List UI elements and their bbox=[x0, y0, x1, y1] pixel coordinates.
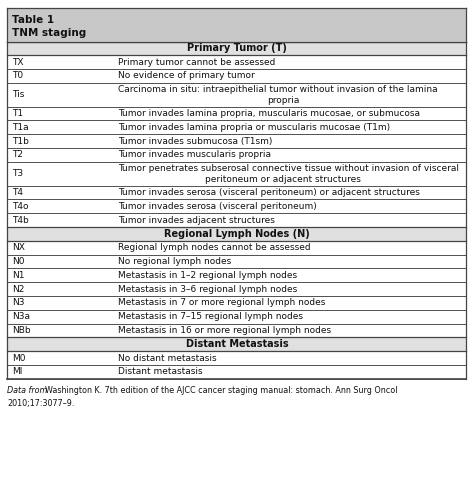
Text: T4o: T4o bbox=[12, 202, 29, 211]
Text: Table 1: Table 1 bbox=[12, 15, 55, 25]
Text: T4b: T4b bbox=[12, 216, 29, 225]
Text: M0: M0 bbox=[12, 354, 26, 363]
Text: Tumor invades submucosa (T1sm): Tumor invades submucosa (T1sm) bbox=[118, 137, 273, 146]
Text: Metastasis in 16 or more regional lymph nodes: Metastasis in 16 or more regional lymph … bbox=[118, 326, 331, 335]
Bar bbox=[8, 227, 466, 241]
Text: Regional Lymph Nodes (N): Regional Lymph Nodes (N) bbox=[164, 229, 310, 239]
Text: No regional lymph nodes: No regional lymph nodes bbox=[118, 257, 232, 266]
Text: Metastasis in 3–6 regional lymph nodes: Metastasis in 3–6 regional lymph nodes bbox=[118, 285, 298, 294]
Bar bbox=[8, 338, 466, 351]
Text: Tumor invades adjacent structures: Tumor invades adjacent structures bbox=[118, 216, 275, 225]
Text: 2010;17:3077–9.: 2010;17:3077–9. bbox=[8, 399, 75, 408]
Text: NBb: NBb bbox=[12, 326, 31, 335]
Text: T0: T0 bbox=[12, 71, 24, 81]
Text: Primary tumor cannot be assessed: Primary tumor cannot be assessed bbox=[118, 58, 276, 67]
Text: No evidence of primary tumor: No evidence of primary tumor bbox=[118, 71, 255, 81]
Bar bbox=[8, 42, 466, 55]
Text: Metastasis in 1–2 regional lymph nodes: Metastasis in 1–2 regional lymph nodes bbox=[118, 271, 298, 280]
Text: Distant Metastasis: Distant Metastasis bbox=[186, 340, 288, 349]
Text: TX: TX bbox=[12, 58, 24, 67]
Text: Tumor invades serosa (visceral peritoneum): Tumor invades serosa (visceral peritoneu… bbox=[118, 202, 317, 211]
Text: N0: N0 bbox=[12, 257, 25, 266]
Text: propria: propria bbox=[267, 96, 299, 104]
Text: T3: T3 bbox=[12, 169, 24, 178]
Text: T4: T4 bbox=[12, 188, 24, 197]
Text: T1b: T1b bbox=[12, 137, 29, 146]
Text: Primary Tumor (T): Primary Tumor (T) bbox=[187, 44, 287, 53]
Text: Tumor penetrates subserosal connective tissue without invasion of visceral: Tumor penetrates subserosal connective t… bbox=[118, 164, 459, 173]
Text: NX: NX bbox=[12, 244, 26, 252]
Text: TNM staging: TNM staging bbox=[12, 28, 87, 38]
Text: Metastasis in 7 or more regional lymph nodes: Metastasis in 7 or more regional lymph n… bbox=[118, 298, 326, 307]
Text: T2: T2 bbox=[12, 150, 24, 159]
Text: N3a: N3a bbox=[12, 312, 30, 321]
Text: MI: MI bbox=[12, 367, 23, 377]
Bar bbox=[8, 8, 466, 42]
Text: peritoneum or adjacent structures: peritoneum or adjacent structures bbox=[205, 175, 361, 184]
Text: Metastasis in 7–15 regional lymph nodes: Metastasis in 7–15 regional lymph nodes bbox=[118, 312, 303, 321]
Text: Data from: Data from bbox=[8, 386, 50, 395]
Text: N2: N2 bbox=[12, 285, 25, 294]
Text: No distant metastasis: No distant metastasis bbox=[118, 354, 217, 363]
Text: Washington K. 7th edition of the AJCC cancer staging manual: stomach. Ann Surg O: Washington K. 7th edition of the AJCC ca… bbox=[45, 386, 398, 395]
Text: N3: N3 bbox=[12, 298, 25, 307]
Text: N1: N1 bbox=[12, 271, 25, 280]
Text: Distant metastasis: Distant metastasis bbox=[118, 367, 203, 377]
Text: Tis: Tis bbox=[12, 90, 25, 99]
Text: T1: T1 bbox=[12, 109, 24, 118]
Text: Regional lymph nodes cannot be assessed: Regional lymph nodes cannot be assessed bbox=[118, 244, 311, 252]
Text: Carcinoma in situ: intraepithelial tumor without invasion of the lamina: Carcinoma in situ: intraepithelial tumor… bbox=[118, 85, 438, 94]
Text: Tumor invades lamina propria or muscularis mucosae (T1m): Tumor invades lamina propria or muscular… bbox=[118, 123, 391, 132]
Text: Tumor invades muscularis propria: Tumor invades muscularis propria bbox=[118, 150, 271, 159]
Text: Tumor invades lamina propria, muscularis mucosae, or submucosa: Tumor invades lamina propria, muscularis… bbox=[118, 109, 420, 118]
Text: Tumor invades serosa (visceral peritoneum) or adjacent structures: Tumor invades serosa (visceral peritoneu… bbox=[118, 188, 420, 197]
Text: T1a: T1a bbox=[12, 123, 29, 132]
